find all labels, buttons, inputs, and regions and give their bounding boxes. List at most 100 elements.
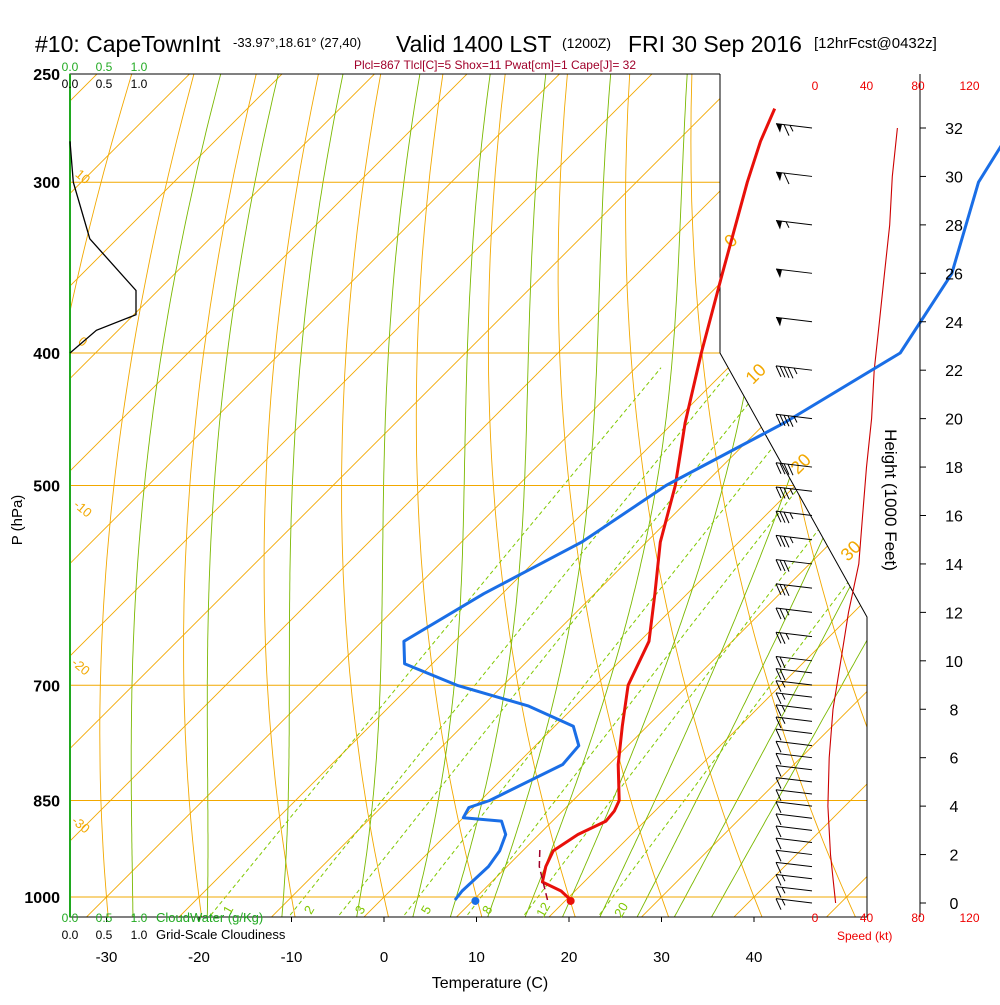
moist-adiabats <box>130 74 867 917</box>
wind-barb <box>775 898 813 910</box>
mixing-ratio-lines <box>201 367 867 917</box>
cloudwater-tick-label-bottom: 0.5 <box>96 911 113 925</box>
forecast-date: FRI 30 Sep 2016 <box>628 31 802 57</box>
dry-adiabat-label: -30 <box>69 813 93 837</box>
wind-barb <box>775 123 813 136</box>
wind-barb <box>775 583 813 597</box>
wind-barbs <box>775 123 813 910</box>
speed-tick-label-top: 0 <box>812 79 819 93</box>
wind-barb <box>775 692 813 705</box>
height-tick-label: 30 <box>945 169 963 186</box>
height-tick-label: 16 <box>945 509 963 526</box>
height-tick-label: 14 <box>945 557 963 574</box>
wind-barb <box>775 631 813 644</box>
cloudiness-tick-label-top: 1.0 <box>131 77 148 91</box>
x-tick-label: 30 <box>653 949 670 966</box>
wind-barb <box>775 704 813 717</box>
wind-barb <box>775 655 813 669</box>
valid-time: Valid 1400 LST <box>396 31 552 57</box>
height-tick-label: 22 <box>945 363 963 380</box>
height-tick-label: 2 <box>950 848 959 865</box>
wind-barb <box>775 886 813 898</box>
cloudwater-tick-label-top: 0.5 <box>96 60 113 74</box>
sounding-params: Plcl=867 Tlcl[C]=5 Shox=11 Pwat[cm]=1 Ca… <box>354 58 636 72</box>
surface-dewpoint-marker <box>471 896 480 905</box>
y-tick-label: 700 <box>33 678 60 695</box>
wind-barb <box>775 728 813 741</box>
dewpoint-line <box>402 144 1000 901</box>
wind-barb <box>775 861 813 874</box>
isobars <box>70 74 867 898</box>
x-tick-label: 10 <box>468 949 485 966</box>
mixing-ratio-label: 20 <box>611 900 631 920</box>
mixing-ratio-label: 3 <box>352 903 369 917</box>
cloudwater-axis: 0.0 0.0 0.5 0.5 1.0 1.0 0.0 0.0 0.5 0.5 1.0 1.0 <box>62 60 148 942</box>
wind-barb <box>775 534 813 548</box>
wind-speed-profile <box>827 127 898 904</box>
cloudwater-tick-label-bottom: 1.0 <box>131 911 148 925</box>
cloudwater-axis-label: CloudWater (g/Kg) <box>156 910 263 925</box>
wind-barb <box>775 316 813 327</box>
cloudiness-axis-label: Grid-Scale Cloudiness <box>156 927 286 942</box>
dry-adiabat-label: 10 <box>73 166 94 187</box>
speed-tick-label-top: 120 <box>959 79 979 93</box>
x-tick-label: -10 <box>281 949 303 966</box>
height-tick-label: 0 <box>950 896 959 913</box>
height-tick-label: 32 <box>945 121 963 138</box>
surface-markers <box>471 896 575 905</box>
cloudwater-tick-label-top: 0.0 <box>62 60 79 74</box>
wind-barb <box>775 764 813 777</box>
cloudwater-tick-label-top: 1.0 <box>131 60 148 74</box>
y-tick-label: 850 <box>33 794 60 811</box>
wind-barb <box>775 837 813 850</box>
y-tick-label: 500 <box>33 479 60 496</box>
x-tick-label: -20 <box>188 949 210 966</box>
speed-axis-label: Speed (kt) <box>837 929 892 943</box>
height-axis-label: Height (1000 Feet) <box>881 429 900 571</box>
y-tick-label: 300 <box>33 175 60 192</box>
y-tick-label: 250 <box>33 67 60 84</box>
wind-barb <box>775 462 813 476</box>
height-tick-label: 18 <box>945 460 963 477</box>
speed-tick-label-bottom: 80 <box>911 911 925 925</box>
wind-barb <box>775 365 813 379</box>
wind-barb <box>775 789 813 801</box>
dry-adiabat-label: -10 <box>71 497 95 521</box>
wind-barb <box>775 486 813 500</box>
temperature-axis: -30 -20 -10 0 10 20 30 40 <box>96 917 763 966</box>
wind-barb <box>775 268 813 278</box>
mixing-ratio-label: 2 <box>301 903 318 917</box>
station-coords: -33.97°,18.61° (27,40) <box>233 35 361 50</box>
height-tick-label: 6 <box>950 751 959 768</box>
wind-barb <box>775 752 813 765</box>
wind-barb <box>775 777 813 789</box>
speed-tick-label-bottom: 0 <box>812 911 819 925</box>
height-tick-label: 10 <box>945 654 963 671</box>
mixing-ratio-label: 5 <box>418 903 435 917</box>
wind-barb <box>775 413 813 427</box>
wind-barb <box>775 680 813 692</box>
parcel-line <box>538 847 549 901</box>
height-tick-label: 4 <box>950 799 959 816</box>
x-tick-label: 0 <box>380 949 388 966</box>
wind-barb <box>775 813 813 826</box>
height-tick-label: 28 <box>945 218 963 235</box>
y-tick-label: 400 <box>33 346 60 363</box>
mixing-ratio-label: 12 <box>533 900 553 920</box>
wind-barb <box>775 607 813 620</box>
forecast-run: [12hrFcst@0432z] <box>814 35 937 52</box>
pressure-axis: 250 300 400 500 700 850 1000 <box>24 67 60 907</box>
wind-barb <box>775 801 813 814</box>
wind-barb <box>775 716 813 729</box>
x-tick-label: 20 <box>561 949 578 966</box>
x-axis-label: Temperature (C) <box>432 975 548 992</box>
cloudwater-tick-label-bottom: 0.0 <box>62 911 79 925</box>
wind-barb <box>775 740 813 753</box>
isotherm-label: 10 <box>742 360 770 388</box>
wind-barb <box>775 510 813 524</box>
x-tick-label: 40 <box>746 949 763 966</box>
